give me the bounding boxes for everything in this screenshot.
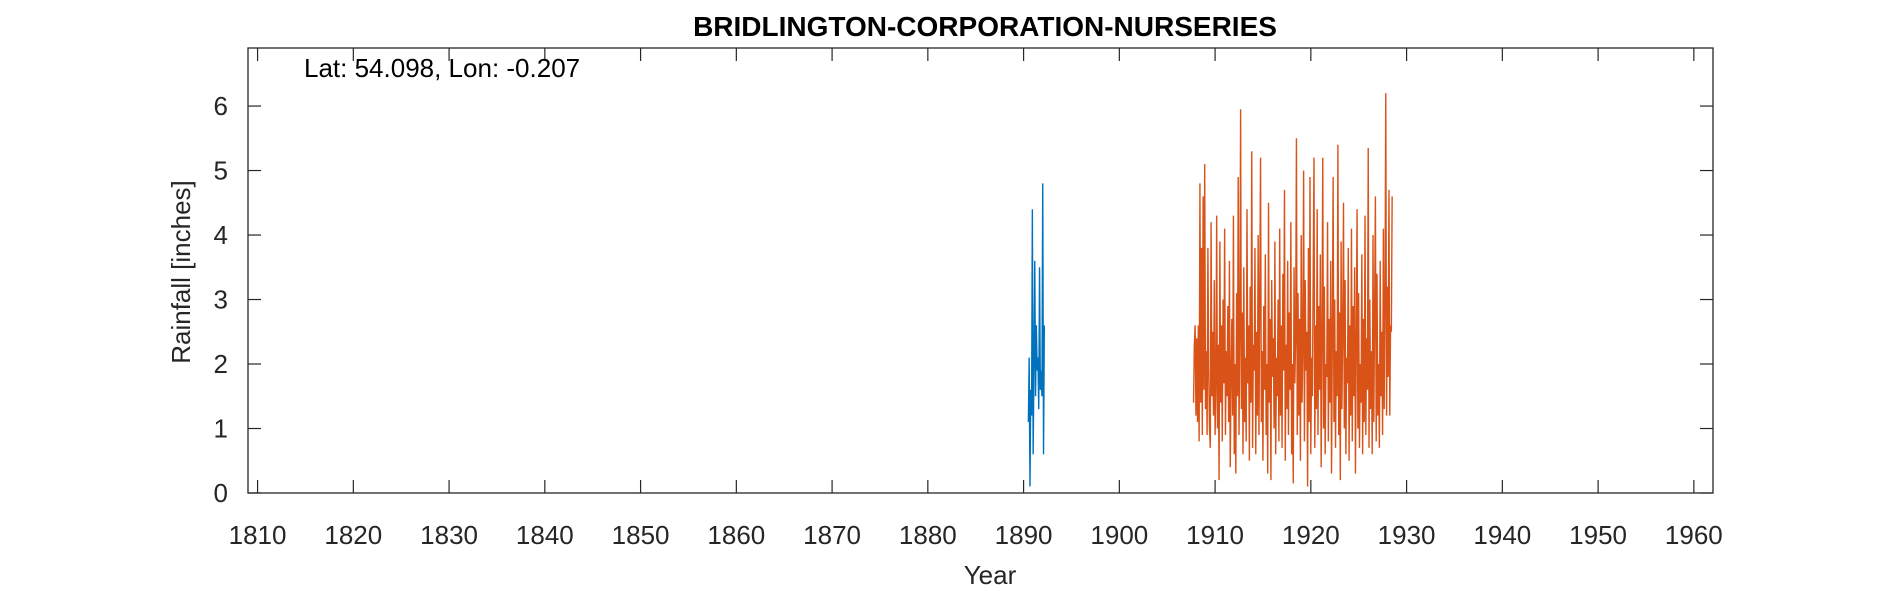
x-tick-label: 1810: [229, 520, 287, 550]
x-tick-label: 1870: [803, 520, 861, 550]
chart-title: BRIDLINGTON-CORPORATION-NURSERIES: [693, 11, 1277, 42]
y-tick-label: 4: [214, 220, 228, 250]
x-tick-label: 1920: [1282, 520, 1340, 550]
y-tick-label: 0: [214, 478, 228, 508]
x-axis-label: Year: [964, 560, 1017, 590]
y-axis-label: Rainfall [inches]: [166, 180, 196, 364]
y-tick-label: 5: [214, 156, 228, 186]
x-tick-label: 1820: [324, 520, 382, 550]
y-tick-label: 2: [214, 349, 228, 379]
x-tick-label: 1960: [1665, 520, 1723, 550]
x-tick-label: 1900: [1090, 520, 1148, 550]
x-tick-label: 1910: [1186, 520, 1244, 550]
y-tick-label: 3: [214, 285, 228, 315]
rainfall-series-line-2: [1192, 93, 1393, 487]
plot-area-frame: [247, 47, 1714, 494]
x-tick-label: 1880: [899, 520, 957, 550]
rainfall-series-line-1: [1027, 183, 1046, 487]
x-tick-label: 1890: [995, 520, 1053, 550]
x-tick-label: 1950: [1569, 520, 1627, 550]
x-tick-label: 1830: [420, 520, 478, 550]
x-tick-label: 1850: [612, 520, 670, 550]
y-tick-label: 6: [214, 91, 228, 121]
x-tick-label: 1860: [707, 520, 765, 550]
x-tick-label: 1940: [1473, 520, 1531, 550]
x-tick-label: 1840: [516, 520, 574, 550]
location-annotation: Lat: 54.098, Lon: -0.207: [304, 53, 580, 83]
x-tick-label: 1930: [1378, 520, 1436, 550]
y-tick-label: 1: [214, 414, 228, 444]
